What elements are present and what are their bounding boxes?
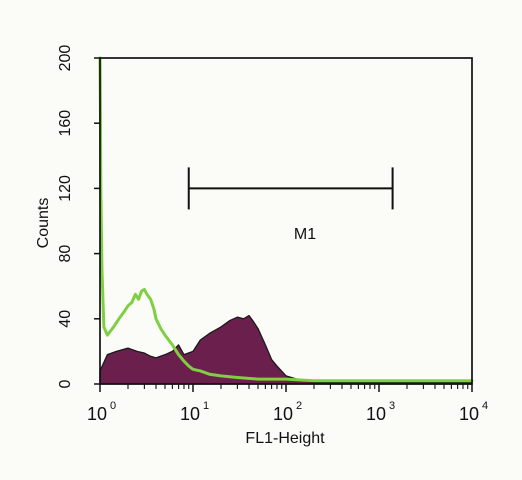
x-tick-base-label: 10: [366, 404, 386, 424]
y-axis-label: Counts: [35, 198, 52, 249]
overlay-histogram-series: [98, 56, 474, 383]
plot-layer: [98, 56, 474, 385]
x-tick-base-label: 10: [87, 404, 107, 424]
x-tick-exponent-label: 2: [296, 400, 302, 412]
x-tick-base-label: 10: [459, 404, 479, 424]
y-tick-label: 160: [57, 110, 74, 137]
x-tick-exponent-label: 4: [482, 400, 488, 412]
y-tick-label: 80: [57, 245, 74, 263]
plot-frame: [99, 57, 473, 385]
y-tick-label: 40: [57, 310, 74, 328]
x-tick-exponent-label: 0: [110, 400, 116, 412]
x-tick-exponent-label: 1: [203, 400, 209, 412]
x-axis-label: FL1-Height: [245, 430, 325, 447]
filled-histogram-series: [99, 314, 473, 385]
x-tick-base-label: 10: [273, 404, 293, 424]
x-tick-base-label: 10: [180, 404, 200, 424]
y-tick-label: 120: [57, 175, 74, 202]
marker-label-m1: M1: [294, 226, 316, 243]
label-layer: FL1-Height Counts M1: [35, 198, 325, 447]
y-tick-label: 200: [57, 45, 74, 72]
y-tick-label: 0: [57, 379, 74, 388]
x-tick-exponent-label: 3: [389, 400, 395, 412]
